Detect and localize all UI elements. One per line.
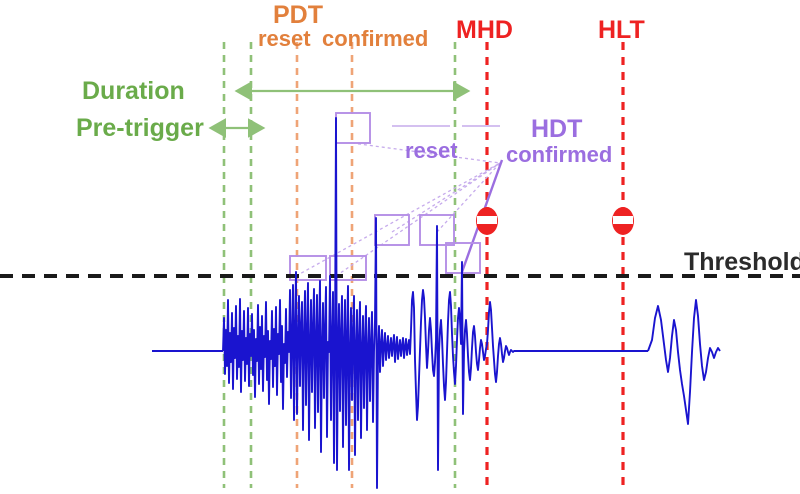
hdt-confirmed-label: confirmed: [506, 142, 613, 167]
hlt-label: HLT: [598, 16, 645, 44]
mhd-label: MHD: [456, 16, 513, 44]
ae-waveform: [152, 117, 721, 489]
hdt-window-4: [374, 214, 410, 246]
hdt-reset-leader-3: [351, 142, 501, 164]
mhd-stop-marker: [476, 207, 498, 235]
vertical-guides: [222, 42, 625, 488]
hdt-label: HDT: [531, 115, 583, 143]
pre-trigger-label: Pre-trigger: [76, 114, 204, 142]
hdt-reset-label: reset: [405, 138, 458, 163]
hlt-stop-marker: [612, 207, 634, 235]
threshold-label: Threshold: [684, 248, 800, 276]
pdt-reset-label: reset: [258, 26, 311, 51]
hdt-window-1: [289, 255, 327, 281]
pdt-label: PDT: [273, 1, 323, 29]
pdt-confirmed-label: confirmed: [322, 26, 429, 51]
hdt-reset-leader-2: [335, 162, 501, 277]
duration-label: Duration: [82, 77, 185, 105]
hdt-leader-lines: [295, 125, 504, 277]
hdt-window-2: [329, 255, 367, 281]
